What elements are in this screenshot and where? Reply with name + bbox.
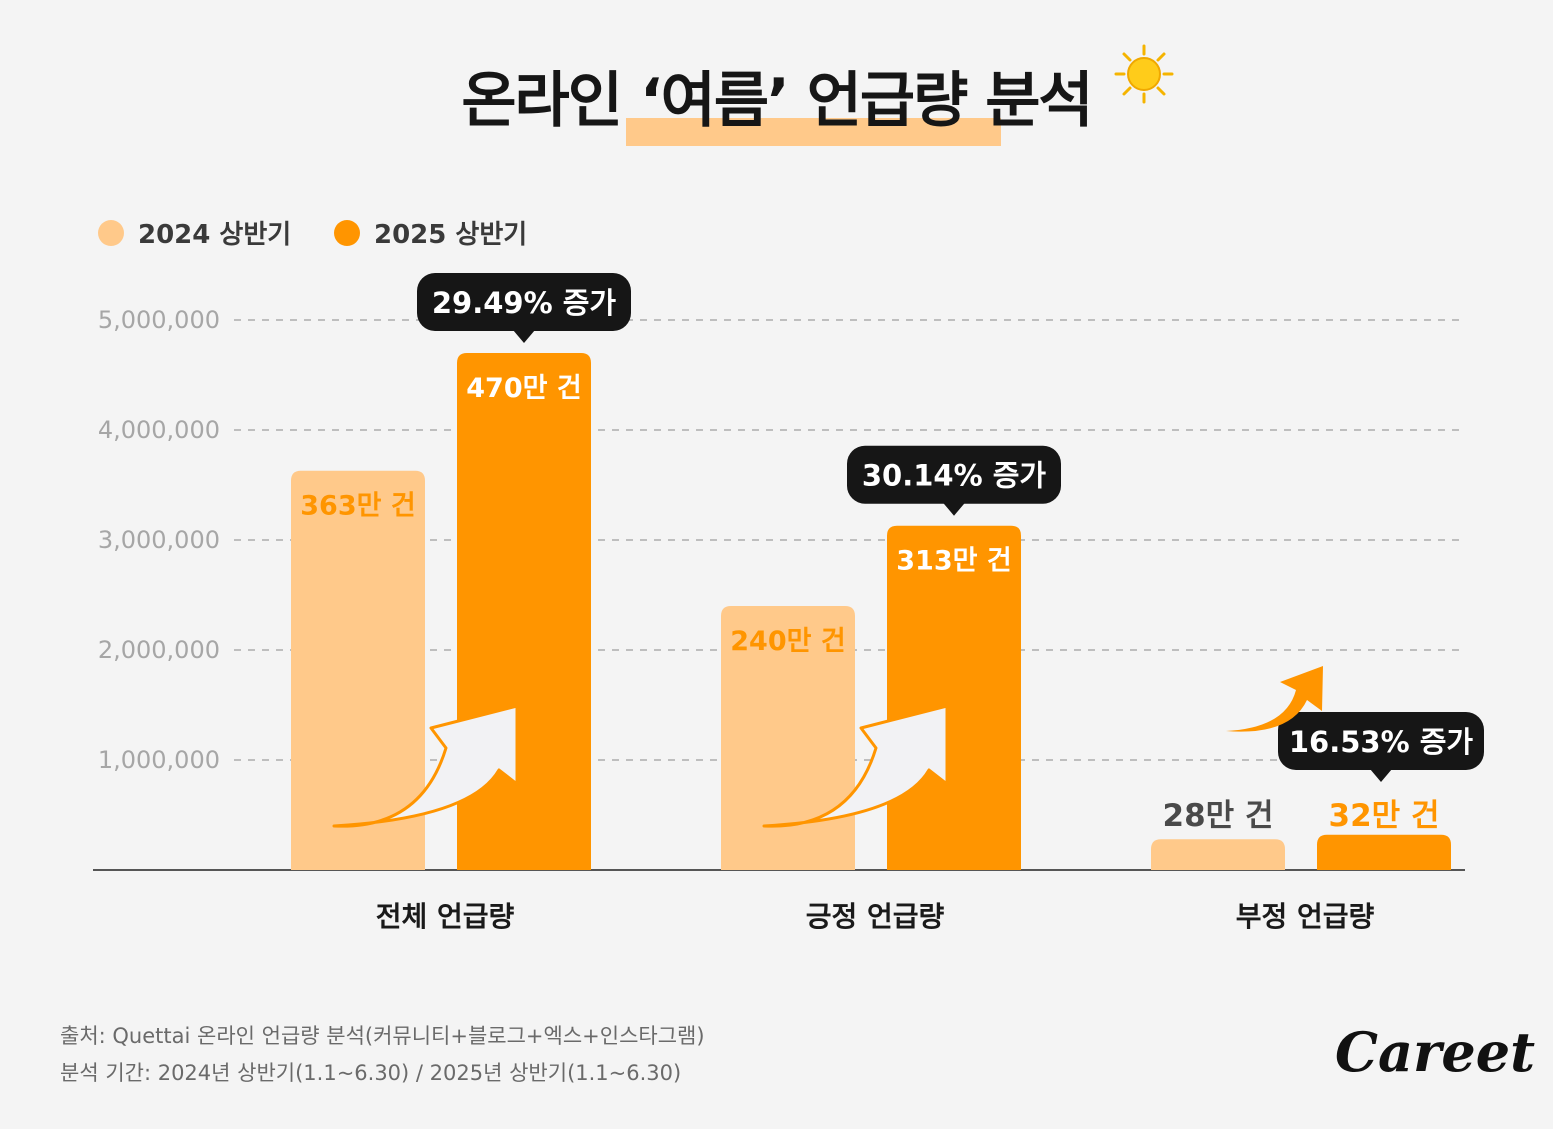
- legend-item-2025: 2025 상반기: [334, 214, 527, 251]
- callout-pointer: [943, 502, 965, 516]
- period-line: 분석 기간: 2024년 상반기(1.1~6.30) / 2025년 상반기(1…: [60, 1061, 682, 1085]
- bar-2024: [1151, 839, 1285, 870]
- source-line: 출처: Quettai 온라인 언급량 분석(커뮤니티+블로그+엑스+인스타그램…: [60, 1024, 705, 1048]
- legend-swatch-2024: [98, 219, 124, 246]
- x-category-label: 부정 언급량: [1236, 900, 1375, 933]
- growth-arrow-icon: [762, 704, 949, 828]
- bar-2024: [721, 606, 855, 870]
- callout-bubble: [417, 273, 631, 331]
- legend-label-2024: 2024 상반기: [138, 220, 292, 250]
- y-tick-label: 3,000,000: [98, 526, 220, 554]
- callout-bubble: [847, 445, 1061, 504]
- chart-title: 온라인 ‘여름’ 언급량 분석: [461, 66, 1093, 136]
- callout-pointer: [513, 330, 535, 343]
- growth-arrow-icon: [332, 704, 519, 828]
- x-category-label: 전체 언급량: [376, 900, 515, 933]
- value-label-2024: 28만 건: [1163, 798, 1274, 834]
- legend-item-2024: 2024 상반기: [98, 214, 291, 251]
- callout-text: 29.49% 증가: [432, 286, 617, 320]
- y-tick-label: 4,000,000: [98, 416, 220, 444]
- y-tick-label: 1,000,000: [98, 746, 220, 774]
- bar-2025: [887, 525, 1021, 870]
- value-label-2025: 313만 건: [896, 546, 1011, 577]
- y-tick-label: 5,000,000: [98, 306, 220, 334]
- title-wrap: 온라인 ‘여름’ 언급량 분석: [0, 52, 1553, 139]
- legend-swatch-2025: [334, 219, 360, 246]
- value-label-2024: 363만 건: [300, 491, 415, 522]
- y-tick-label: 2,000,000: [98, 636, 220, 664]
- bar-2024: [291, 470, 425, 870]
- callout-pointer: [1370, 769, 1392, 782]
- legend-label-2025: 2025 상반기: [374, 220, 528, 250]
- x-category-label: 긍정 언급량: [806, 900, 945, 933]
- callout-bubble: [1278, 712, 1484, 770]
- title-highlight: [626, 118, 1001, 146]
- value-label-2024: 240만 건: [730, 626, 845, 657]
- value-label-2025: 32만 건: [1329, 798, 1440, 834]
- callout-text: 30.14% 증가: [862, 459, 1047, 493]
- callout-text: 16.53% 증가: [1289, 725, 1474, 759]
- careet-logo: Careet: [1335, 1020, 1536, 1084]
- bar-2025: [1317, 834, 1451, 870]
- value-label-2025: 470만 건: [466, 373, 581, 404]
- sun-icon: [1114, 44, 1174, 104]
- swoosh-arrow-icon: [1226, 666, 1323, 732]
